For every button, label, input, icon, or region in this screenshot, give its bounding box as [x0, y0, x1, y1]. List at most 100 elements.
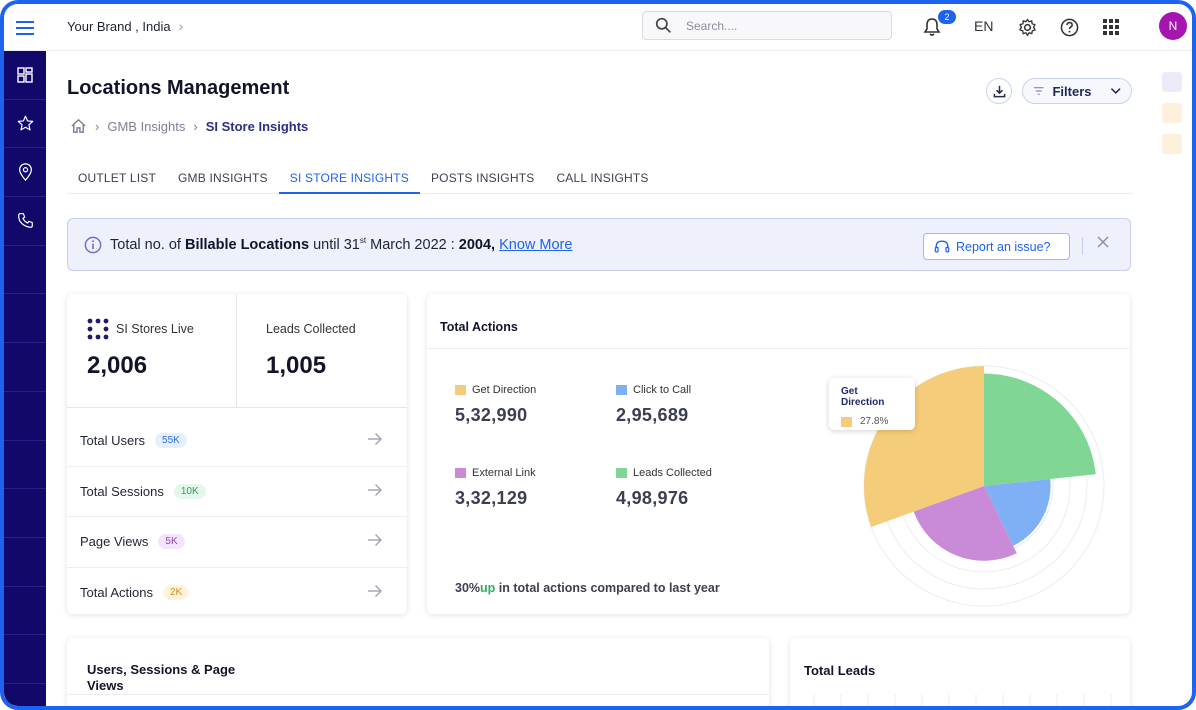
home-icon[interactable]	[70, 118, 87, 134]
side-nav	[4, 51, 46, 706]
stores-live-label: SI Stores Live	[116, 322, 194, 336]
help-button[interactable]	[1058, 16, 1080, 38]
chevron-down-icon	[1110, 88, 1121, 94]
info-icon	[84, 236, 102, 254]
page-title: Locations Management	[67, 77, 290, 99]
banner-text: Total no. of Billable Locations until 31…	[110, 236, 573, 253]
metric-label: Total Actions	[80, 585, 153, 601]
breadcrumb-gmb-insights[interactable]: GMB Insights	[107, 118, 186, 134]
search-box[interactable]	[642, 11, 892, 40]
total-actions-card: Total Actions Get Direction 5,32,990 Cli…	[427, 294, 1130, 614]
metric-row-total-users[interactable]: Total Users 55K	[67, 416, 407, 467]
legend-get-direction: Get Direction	[455, 384, 536, 396]
comparison-note: 30%up in total actions compared to last …	[455, 581, 720, 595]
legend-value: 5,32,990	[455, 405, 528, 425]
breadcrumb-current: SI Store Insights	[205, 118, 309, 134]
location-pin-icon	[18, 163, 32, 182]
rail-tile[interactable]	[1162, 134, 1182, 154]
tab-call-insights[interactable]: CALL INSIGHTS	[556, 171, 649, 185]
nav-item-dashboard[interactable]	[4, 51, 46, 100]
polar-slice-leads-collected[interactable]	[984, 373, 1096, 486]
avatar[interactable]: N	[1159, 12, 1187, 40]
rail-tile[interactable]	[1162, 72, 1182, 92]
metric-pill: 2K	[163, 585, 190, 601]
legend-swatch	[616, 468, 627, 478]
star-icon	[17, 115, 33, 131]
menu-button[interactable]	[4, 4, 46, 51]
gear-icon	[1018, 18, 1036, 36]
total-leads-title: Total Leads	[804, 663, 876, 678]
download-button[interactable]	[986, 78, 1012, 104]
close-icon[interactable]	[1096, 235, 1110, 249]
dashboard-icon	[17, 67, 33, 83]
legend-label: External Link	[472, 467, 536, 479]
metric-row-total-sessions[interactable]: Total Sessions 10K	[67, 467, 407, 517]
tab-si-store-insights[interactable]: SI STORE INSIGHTS	[278, 164, 420, 194]
hamburger-icon	[16, 20, 34, 35]
nav-item-empty	[4, 246, 46, 295]
settings-button[interactable]	[1016, 16, 1038, 38]
polar-slice-external-link[interactable]	[913, 486, 1017, 561]
tab-gmb-insights[interactable]: GMB INSIGHTS	[178, 171, 268, 185]
brand-selector[interactable]: Your Brand , India ›	[67, 18, 183, 34]
metric-pill: 55K	[155, 433, 187, 449]
polar-area-chart[interactable]	[859, 361, 1109, 611]
breadcrumb: › GMB Insights › SI Store Insights	[70, 118, 308, 134]
total-actions-title: Total Actions	[427, 294, 1130, 349]
legend-swatch	[455, 468, 466, 478]
arrow-right-icon[interactable]	[367, 584, 383, 598]
nav-item-locations[interactable]	[4, 148, 46, 198]
users-sessions-card: Users, Sessions & Page Views	[67, 638, 769, 706]
total-leads-card: Total Leads	[790, 638, 1130, 706]
tab-posts-insights[interactable]: POSTS INSIGHTS	[430, 171, 535, 185]
nav-item-calls[interactable]	[4, 197, 46, 246]
polar-slice-click-to-call[interactable]	[984, 479, 1051, 546]
leads-collected-value: 1,005	[266, 352, 327, 379]
divider	[1082, 237, 1083, 255]
legend-swatch	[455, 385, 466, 395]
stores-live-stat: SI Stores Live 2,006	[67, 294, 237, 408]
arrow-right-icon[interactable]	[367, 483, 383, 497]
language-selector[interactable]: EN	[974, 18, 994, 34]
metric-pill: 10K	[173, 483, 206, 499]
know-more-link[interactable]: Know More	[499, 236, 573, 253]
polar-slices	[864, 366, 1096, 561]
phone-icon	[17, 213, 33, 229]
download-icon	[993, 85, 1005, 97]
chart-tooltip: Get Direction 27.8%	[829, 378, 915, 430]
tooltip-value-row: 27.8%	[841, 416, 903, 427]
nav-item-favorites[interactable]	[4, 100, 46, 149]
users-sessions-title: Users, Sessions & Page Views	[87, 662, 236, 693]
arrow-right-icon[interactable]	[367, 432, 383, 446]
metric-row-page-views[interactable]: Page Views 5K	[67, 517, 407, 568]
nav-item-empty	[4, 635, 46, 684]
nav-item-empty	[4, 587, 46, 636]
notifications-button[interactable]	[921, 16, 943, 38]
legend-label: Click to Call	[633, 384, 692, 396]
tooltip-value: 27.8%	[860, 416, 889, 427]
rail-tile[interactable]	[1162, 103, 1182, 123]
tab-outlet-list[interactable]: OUTLET LIST	[78, 171, 156, 185]
leads-collected-stat: Leads Collected 1,005	[237, 294, 407, 408]
legend-external-link: External Link	[455, 467, 536, 479]
legend-value: 2,95,689	[616, 405, 689, 425]
notification-badge: 2	[938, 10, 956, 24]
chevron-right-icon: ›	[95, 118, 100, 134]
metric-label: Total Users	[80, 433, 146, 449]
chevron-right-icon: ›	[193, 118, 198, 134]
chevron-right-icon: ›	[178, 18, 184, 34]
metric-row-total-actions[interactable]: Total Actions 2K	[67, 568, 407, 619]
report-issue-button[interactable]: Report an issue?	[923, 233, 1070, 260]
nav-item-empty	[4, 343, 46, 392]
legend-label: Leads Collected	[633, 467, 712, 479]
apps-button[interactable]	[1100, 16, 1122, 38]
filters-button[interactable]: Filters	[1022, 78, 1132, 104]
tab-bar: OUTLET LIST GMB INSIGHTS SI STORE INSIGH…	[67, 164, 1133, 194]
legend-value: 3,32,129	[455, 488, 528, 508]
search-input[interactable]	[686, 18, 866, 33]
apps-grid-icon	[1103, 19, 1119, 35]
arrow-right-icon[interactable]	[367, 533, 383, 547]
search-icon	[655, 17, 671, 33]
polar-slice-get-direction[interactable]	[864, 366, 984, 528]
